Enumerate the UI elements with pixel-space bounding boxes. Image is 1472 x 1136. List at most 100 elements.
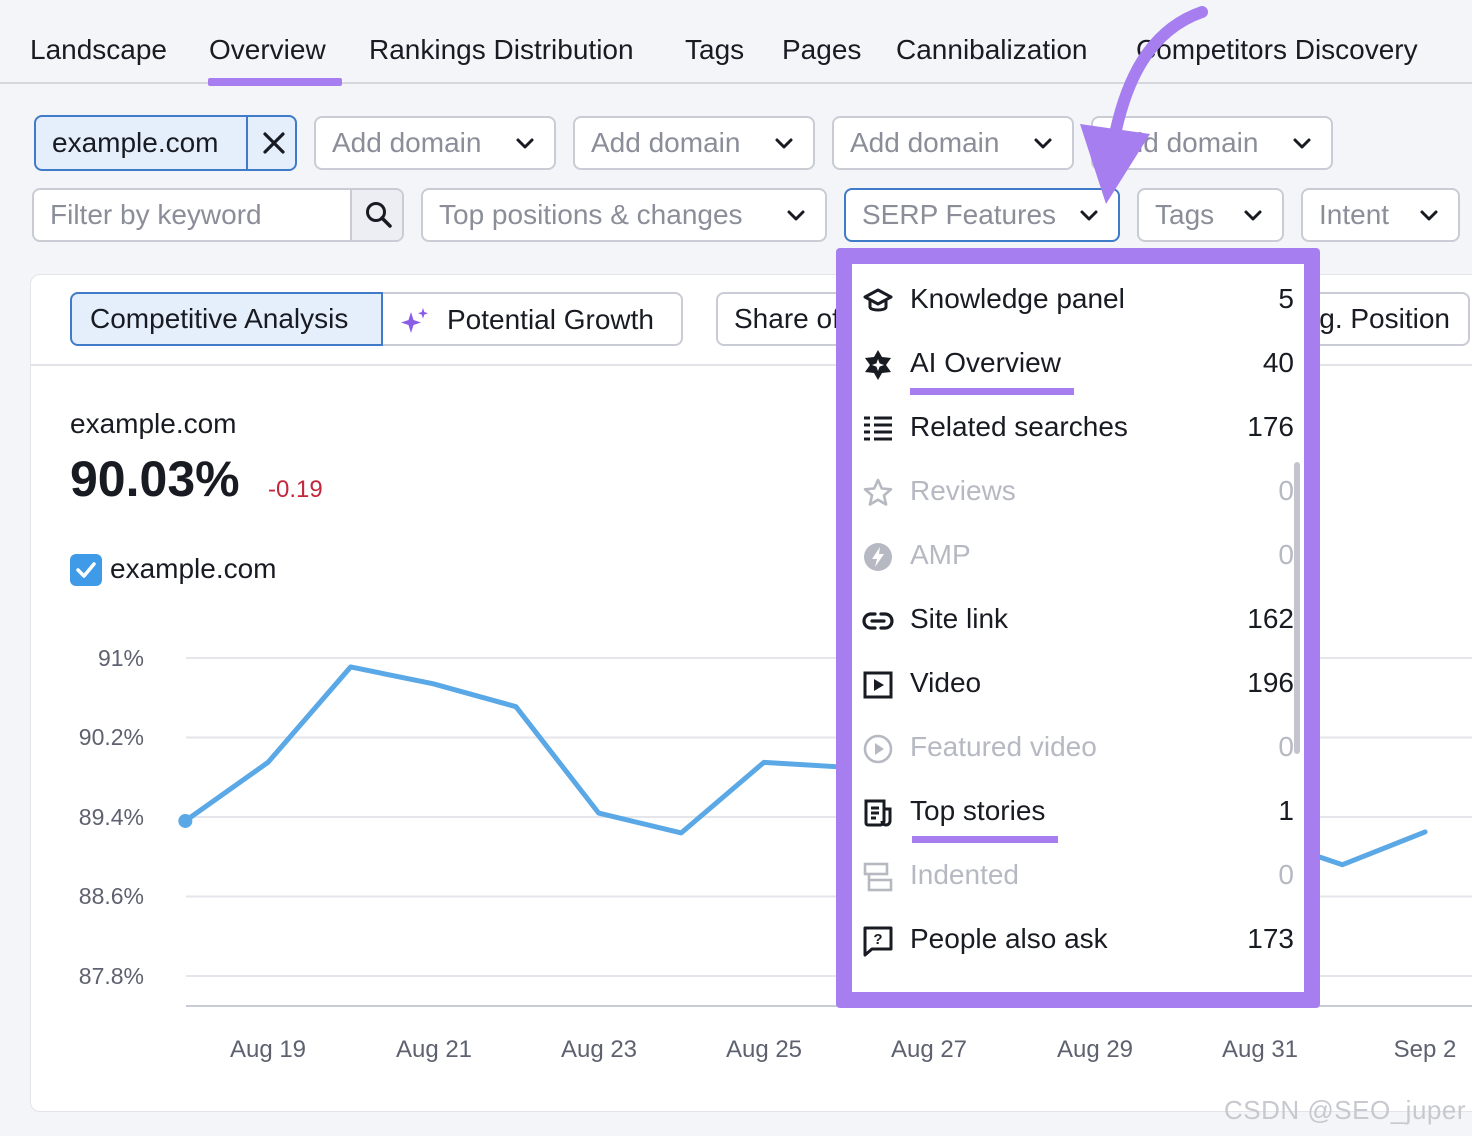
share-of-voice-label: Share of Voice (734, 303, 854, 334)
menu-item-count: 0 (1278, 731, 1294, 762)
news-icon (864, 799, 892, 827)
y-tick-label: 91% (97, 645, 144, 671)
menu-item-knowledge-panel[interactable]: Knowledge panel 5 (852, 268, 1304, 332)
menu-item-label: Featured video (910, 731, 1097, 762)
menu-item-count: 0 (1278, 475, 1294, 506)
metric-value: 90.03% (70, 451, 240, 507)
tab-rankings-distribution[interactable]: Rankings Distribution (369, 34, 634, 65)
tab-bar: Landscape Overview Rankings Distribution… (0, 0, 1472, 84)
intent-filter[interactable]: Intent (1301, 188, 1460, 242)
play-circle-icon (863, 734, 893, 764)
add-domain-select-1[interactable]: Add domain (314, 116, 556, 170)
chevron-down-icon (1080, 210, 1098, 221)
menu-item-label: Knowledge panel (910, 283, 1125, 314)
tab-competitive-analysis[interactable]: Competitive Analysis (70, 292, 383, 346)
tab-pages[interactable]: Pages (782, 34, 862, 65)
domain-chip-label: example.com (52, 127, 219, 158)
menu-item-video[interactable]: Video 196 (852, 652, 1304, 716)
positions-filter[interactable]: Top positions & changes (421, 188, 827, 242)
tab-cannibalization[interactable]: Cannibalization (896, 34, 1088, 65)
tab-landscape[interactable]: Landscape (30, 34, 168, 65)
menu-item-label: AMP (910, 539, 971, 570)
serp-features-label: SERP Features (862, 199, 1057, 230)
menu-item-label: Site link (910, 603, 1009, 634)
serp-features-filter[interactable]: SERP Features (844, 188, 1120, 242)
close-icon[interactable] (260, 129, 288, 157)
highlight-underline (912, 836, 1058, 843)
menu-item-count: 196 (1247, 667, 1294, 698)
positions-filter-label: Top positions & changes (439, 199, 743, 230)
search-button[interactable] (350, 190, 402, 240)
menu-scrollbar[interactable] (1294, 462, 1300, 754)
menu-item-count: 0 (1278, 539, 1294, 570)
add-domain-select-3[interactable]: Add domain (832, 116, 1074, 170)
menu-item-reviews[interactable]: Reviews 0 (852, 460, 1304, 524)
serp-features-menu: Knowledge panel 5 AI Overview 40 Related… (852, 264, 1304, 992)
menu-item-count: 176 (1247, 411, 1294, 442)
tags-filter-label: Tags (1155, 199, 1215, 230)
keyword-filter-input[interactable]: Filter by keyword (50, 199, 262, 230)
add-domain-label: Add domain (332, 127, 482, 158)
serp-features-dropdown: Knowledge panel 5 AI Overview 40 Related… (836, 248, 1320, 1008)
sparkle-icon (401, 308, 428, 333)
chevron-down-icon (787, 210, 805, 221)
y-tick-label: 90.2% (78, 724, 144, 750)
menu-item-amp[interactable]: AMP 0 (852, 524, 1304, 588)
metric-domain: example.com (70, 408, 237, 439)
legend-label: example.com (110, 553, 277, 584)
menu-item-count: 173 (1247, 923, 1294, 954)
tab-share-of-voice[interactable]: Share of Voice (716, 292, 856, 346)
check-icon (76, 562, 96, 578)
tab-overview[interactable]: Overview (209, 34, 326, 65)
bolt-icon (864, 543, 892, 571)
menu-item-site-link[interactable]: Site link 162 (852, 588, 1304, 652)
competitive-analysis-label: Competitive Analysis (90, 303, 349, 334)
menu-item-label: AI Overview (910, 347, 1061, 378)
add-domain-select-2[interactable]: Add domain (573, 116, 815, 170)
x-tick-label: Aug 23 (560, 1036, 638, 1063)
menu-item-count: 1 (1278, 795, 1294, 826)
chip-divider (246, 117, 248, 169)
metric-change: -0.19 (268, 476, 323, 503)
menu-item-featured-video[interactable]: Featured video 0 (852, 716, 1304, 780)
menu-item-related-searches[interactable]: Related searches 176 (852, 396, 1304, 460)
menu-item-label: Related searches (910, 411, 1128, 442)
card-divider (30, 364, 1472, 366)
data-point[interactable] (178, 813, 193, 828)
x-tick-label: Sep 2 (1393, 1036, 1457, 1063)
sparkle-badge-icon (865, 350, 891, 380)
menu-item-people-also-ask[interactable]: ? People also ask 173 (852, 908, 1304, 972)
graduation-cap-icon (863, 288, 893, 312)
menu-item-top-stories[interactable]: Top stories 1 (852, 780, 1304, 844)
intent-filter-label: Intent (1319, 199, 1390, 230)
menu-item-count: 162 (1247, 603, 1294, 634)
chevron-down-icon (1293, 138, 1311, 149)
tab-competitors-discovery[interactable]: Competitors Discovery (1136, 34, 1418, 65)
highlight-underline (910, 388, 1074, 395)
search-icon (366, 202, 392, 228)
add-domain-label: Add domain (591, 127, 741, 158)
star-icon (863, 478, 893, 506)
chevron-down-icon (1034, 138, 1052, 149)
active-tab-indicator (208, 78, 342, 86)
chevron-down-icon (1420, 210, 1438, 221)
tags-filter[interactable]: Tags (1137, 188, 1284, 242)
watermark: CSDN @SEO_juper (1224, 1095, 1466, 1125)
indent-icon (863, 862, 893, 892)
tab-tags[interactable]: Tags (685, 34, 745, 65)
svg-text:?: ? (873, 931, 882, 948)
menu-item-ai-overview[interactable]: AI Overview 40 (852, 332, 1304, 396)
question-bubble-icon: ? (863, 926, 893, 957)
video-icon (863, 671, 893, 699)
menu-item-indented[interactable]: Indented 0 (852, 844, 1304, 908)
domain-chip[interactable]: example.com (34, 115, 297, 171)
link-icon (862, 612, 894, 630)
x-tick-label: Aug 19 (229, 1036, 307, 1063)
list-icon (864, 416, 892, 441)
x-tick-label: Aug 21 (395, 1036, 473, 1063)
x-tick-label: Aug 29 (1056, 1036, 1134, 1063)
x-tick-label: Aug 27 (890, 1036, 968, 1063)
chevron-down-icon (775, 138, 793, 149)
legend-checkbox[interactable] (70, 554, 102, 586)
tab-potential-growth[interactable]: Potential Growth (383, 292, 683, 346)
